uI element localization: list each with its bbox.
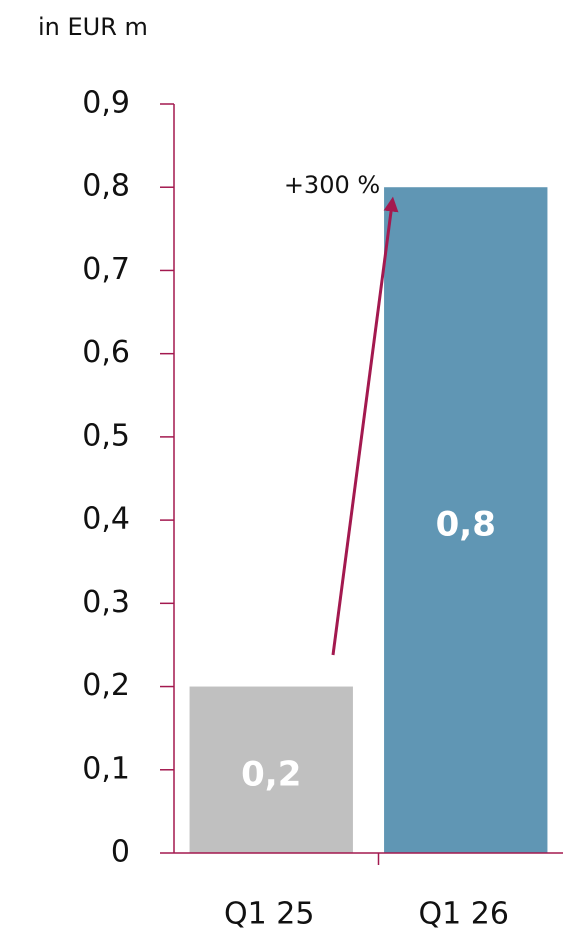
y-tick-label: 0,8 — [82, 169, 130, 204]
value-label: 0,2 — [241, 754, 301, 794]
y-tick-label: 0,7 — [82, 252, 130, 287]
bar — [384, 187, 548, 853]
y-axis-label: in EUR m — [38, 13, 148, 41]
y-tick-label: 0,4 — [82, 502, 130, 537]
y-tick-label: 0,3 — [82, 585, 130, 620]
x-tick-label: Q1 26 — [419, 897, 509, 932]
y-tick-label: 0 — [111, 835, 130, 870]
y-tick-label: 0,9 — [82, 86, 130, 121]
y-tick-label: 0,5 — [82, 418, 130, 453]
bar — [189, 686, 353, 853]
y-tick-label: 0,6 — [82, 335, 130, 370]
growth-arrow — [331, 196, 399, 656]
y-tick-label: 0,1 — [82, 751, 130, 786]
y-tick-label: 0,2 — [82, 668, 130, 703]
x-tick-label: Q1 25 — [224, 897, 314, 932]
annotation: +300 % — [284, 171, 380, 199]
value-label: 0,8 — [436, 505, 496, 545]
